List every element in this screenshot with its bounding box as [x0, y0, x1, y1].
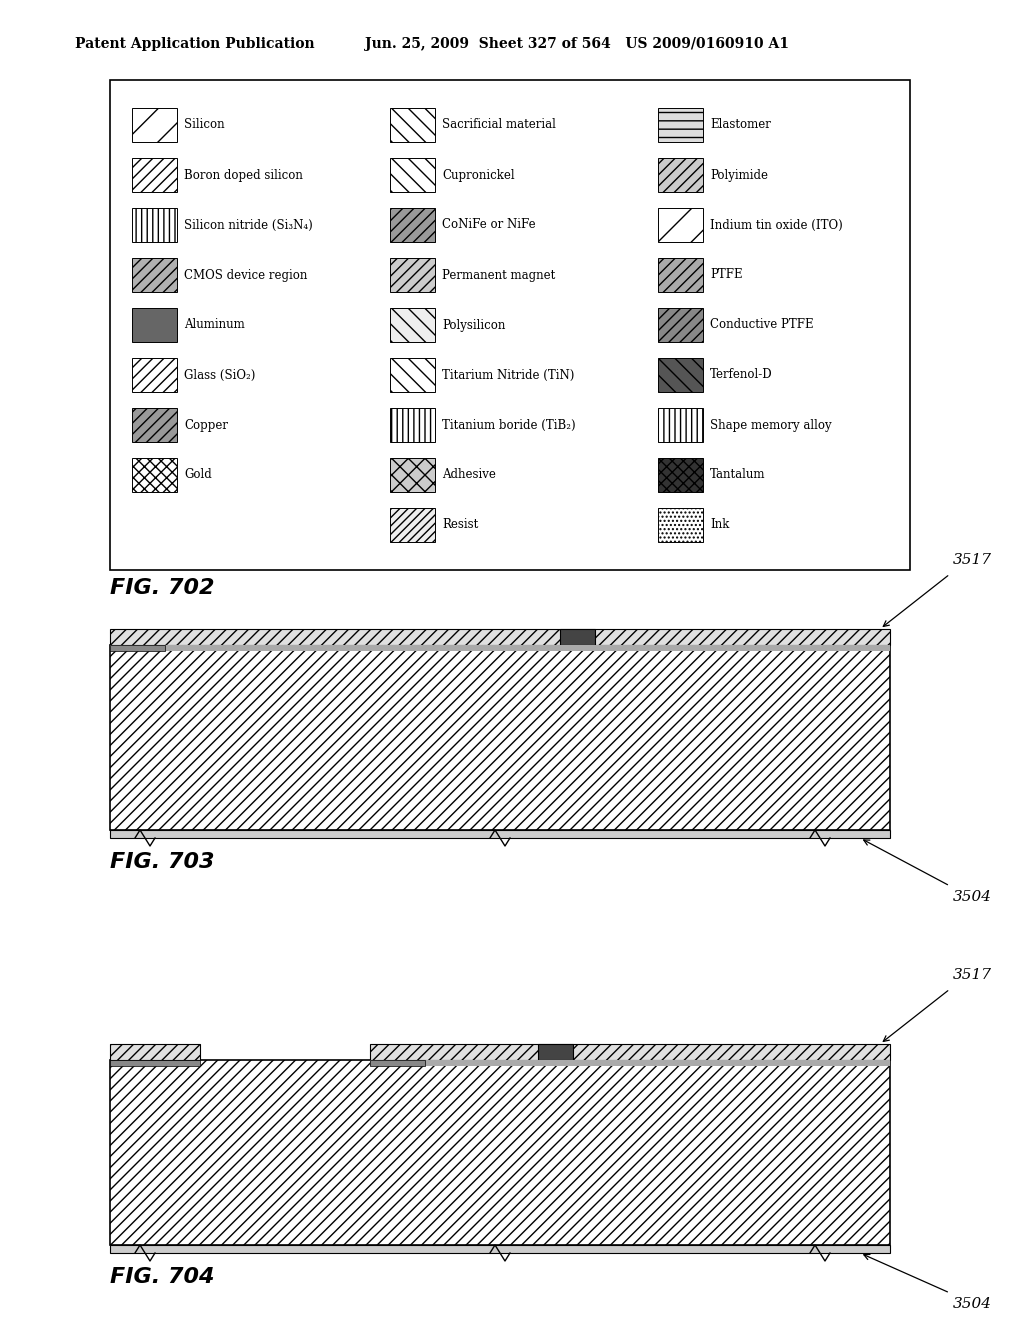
Bar: [110, 645, 890, 830]
Bar: [132, 308, 177, 342]
Bar: [560, 630, 595, 645]
Text: Resist: Resist: [442, 519, 478, 532]
Text: 3517: 3517: [953, 553, 992, 568]
Text: Glass (SiO₂): Glass (SiO₂): [184, 368, 255, 381]
Text: 3504: 3504: [953, 1298, 992, 1311]
Text: Sacrificial material: Sacrificial material: [442, 119, 556, 132]
Bar: [658, 209, 703, 242]
Text: Silicon nitride (Si₃N₄): Silicon nitride (Si₃N₄): [184, 219, 312, 231]
Bar: [390, 358, 435, 392]
Text: Gold: Gold: [184, 469, 212, 482]
Text: Elastomer: Elastomer: [710, 119, 771, 132]
Bar: [132, 257, 177, 292]
Bar: [390, 158, 435, 191]
Bar: [390, 408, 435, 442]
Text: Tantalum: Tantalum: [710, 469, 766, 482]
Text: Permanent magnet: Permanent magnet: [442, 268, 555, 281]
Bar: [110, 81, 910, 570]
Bar: [110, 1060, 200, 1067]
Bar: [390, 508, 435, 543]
Text: Ink: Ink: [710, 519, 729, 532]
Bar: [390, 458, 435, 492]
Bar: [132, 358, 177, 392]
Text: FIG. 703: FIG. 703: [110, 851, 214, 873]
Bar: [370, 1060, 425, 1067]
Text: Indium tin oxide (ITO): Indium tin oxide (ITO): [710, 219, 843, 231]
Bar: [538, 1044, 573, 1060]
Bar: [110, 1060, 890, 1245]
Text: Boron doped silicon: Boron doped silicon: [184, 169, 303, 181]
Bar: [390, 308, 435, 342]
Bar: [390, 209, 435, 242]
Bar: [370, 1060, 890, 1067]
Bar: [658, 358, 703, 392]
Text: Aluminum: Aluminum: [184, 318, 245, 331]
Text: 3504: 3504: [953, 890, 992, 904]
Text: PTFE: PTFE: [710, 268, 742, 281]
Bar: [110, 645, 165, 651]
Bar: [132, 209, 177, 242]
Bar: [390, 108, 435, 143]
Bar: [132, 458, 177, 492]
Text: Jun. 25, 2009  Sheet 327 of 564   US 2009/0160910 A1: Jun. 25, 2009 Sheet 327 of 564 US 2009/0…: [365, 37, 790, 51]
Bar: [132, 108, 177, 143]
Text: Copper: Copper: [184, 418, 228, 432]
Bar: [110, 1044, 200, 1060]
Text: FIG. 702: FIG. 702: [110, 578, 214, 598]
Text: Terfenol-D: Terfenol-D: [710, 368, 773, 381]
Bar: [390, 257, 435, 292]
Text: CoNiFe or NiFe: CoNiFe or NiFe: [442, 219, 536, 231]
Text: Shape memory alloy: Shape memory alloy: [710, 418, 831, 432]
Text: Titarium Nitride (TiN): Titarium Nitride (TiN): [442, 368, 574, 381]
Bar: [132, 158, 177, 191]
Text: 3517: 3517: [953, 968, 992, 982]
Text: Patent Application Publication: Patent Application Publication: [75, 37, 314, 51]
Text: CMOS device region: CMOS device region: [184, 268, 307, 281]
Bar: [658, 308, 703, 342]
Text: Polyimide: Polyimide: [710, 169, 768, 181]
Bar: [658, 408, 703, 442]
Bar: [658, 158, 703, 191]
Text: Silicon: Silicon: [184, 119, 224, 132]
Bar: [110, 630, 890, 645]
Bar: [110, 1245, 890, 1253]
Text: Cupronickel: Cupronickel: [442, 169, 515, 181]
Bar: [132, 408, 177, 442]
Text: FIG. 704: FIG. 704: [110, 1267, 214, 1287]
Bar: [658, 458, 703, 492]
Text: Titanium boride (TiB₂): Titanium boride (TiB₂): [442, 418, 575, 432]
Text: Adhesive: Adhesive: [442, 469, 496, 482]
Text: Conductive PTFE: Conductive PTFE: [710, 318, 814, 331]
Bar: [658, 257, 703, 292]
Bar: [110, 645, 890, 651]
Bar: [370, 1044, 890, 1060]
Bar: [658, 108, 703, 143]
Bar: [110, 830, 890, 838]
Text: Polysilicon: Polysilicon: [442, 318, 506, 331]
Bar: [658, 508, 703, 543]
